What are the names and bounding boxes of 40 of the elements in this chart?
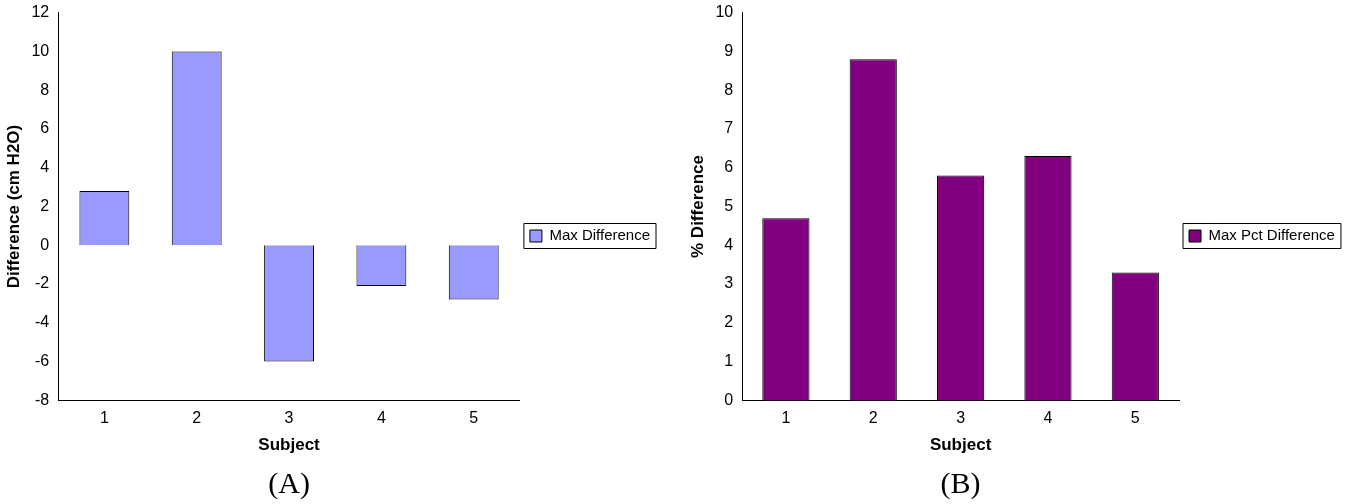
y-tick-label: -8 bbox=[34, 390, 50, 408]
x-tick-label: 4 bbox=[1043, 409, 1053, 427]
x-tick-label: 1 bbox=[781, 409, 791, 427]
text: (B) bbox=[940, 465, 981, 500]
y-tick-label: 2 bbox=[724, 313, 734, 331]
y-tick-label: 6 bbox=[40, 119, 50, 137]
x-tick-label: 2 bbox=[868, 409, 878, 427]
x-axis-title: Subject bbox=[929, 435, 992, 455]
y-tick-label: 5 bbox=[724, 196, 734, 214]
x-tick-label: 5 bbox=[1130, 409, 1140, 427]
legend-label: Max Difference bbox=[549, 226, 651, 244]
y-tick-label: 7 bbox=[724, 119, 734, 137]
y-tick-label: 12 bbox=[31, 3, 50, 21]
x-tick-label: 4 bbox=[376, 409, 386, 427]
y-tick-label: -6 bbox=[34, 352, 50, 370]
x-tick-label: 3 bbox=[956, 409, 966, 427]
y-tick-label: 0 bbox=[724, 390, 734, 408]
y-tick-label: 10 bbox=[31, 41, 50, 59]
y-tick-label: 4 bbox=[724, 235, 734, 253]
y-axis-title: Difference (cm H2O) bbox=[3, 124, 23, 289]
x-axis-title: Subject bbox=[258, 435, 321, 455]
text: (A) bbox=[268, 465, 310, 500]
x-tick-label: 3 bbox=[284, 409, 294, 427]
y-tick-label: 4 bbox=[40, 158, 50, 176]
y-tick-label: 2 bbox=[40, 196, 50, 214]
x-tick-label: 5 bbox=[469, 409, 479, 427]
legend-label: Max Pct Difference bbox=[1208, 226, 1335, 244]
x-tick-label: 2 bbox=[192, 409, 202, 427]
y-tick-label: 8 bbox=[724, 80, 734, 98]
y-tick-label: 9 bbox=[724, 41, 734, 59]
y-tick-label: 1 bbox=[724, 352, 734, 370]
y-tick-label: 8 bbox=[40, 80, 50, 98]
y-tick-label: -4 bbox=[34, 313, 50, 331]
y-tick-label: -2 bbox=[34, 274, 50, 292]
y-tick-label: 0 bbox=[40, 235, 50, 253]
y-axis-title: % Difference bbox=[687, 155, 707, 258]
x-tick-label: 1 bbox=[99, 409, 109, 427]
y-tick-label: 3 bbox=[724, 274, 734, 292]
y-tick-label: 6 bbox=[724, 158, 734, 176]
y-tick-label: 10 bbox=[715, 3, 734, 21]
